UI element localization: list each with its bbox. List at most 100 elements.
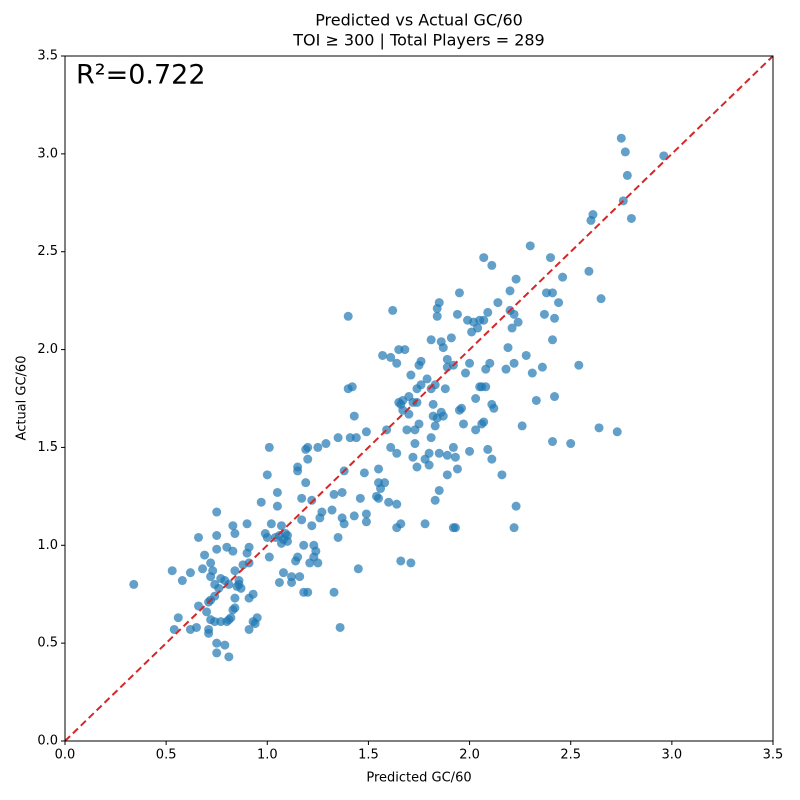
point <box>461 368 471 378</box>
point <box>416 356 426 366</box>
x-tick-label: 2.5 <box>560 748 581 763</box>
point <box>548 288 558 298</box>
point <box>392 448 402 458</box>
point <box>335 622 345 632</box>
point <box>307 521 317 531</box>
point <box>224 652 234 662</box>
point <box>248 589 258 599</box>
point <box>489 403 499 413</box>
point <box>440 384 450 394</box>
y-tick-label: 1.0 <box>37 538 58 553</box>
point <box>224 579 234 589</box>
point <box>414 419 424 429</box>
point <box>550 313 560 323</box>
point <box>359 468 369 478</box>
point <box>361 509 371 519</box>
point <box>422 374 432 384</box>
y-tick-label: 0.5 <box>37 636 58 651</box>
point <box>191 622 201 632</box>
point <box>505 286 515 296</box>
point <box>374 493 384 503</box>
x-tick-label: 3.5 <box>763 748 784 763</box>
point <box>374 464 384 474</box>
point <box>287 572 297 582</box>
point <box>392 358 402 368</box>
point <box>392 499 402 509</box>
point <box>177 576 187 586</box>
point <box>384 497 394 507</box>
point <box>212 638 222 648</box>
point <box>244 624 254 634</box>
point <box>626 213 636 223</box>
point <box>513 317 523 327</box>
point <box>517 421 527 431</box>
point <box>396 556 406 566</box>
point <box>554 298 564 308</box>
chart-subtitle: TOI ≥ 300 | Total Players = 289 <box>292 31 544 50</box>
point <box>509 358 519 368</box>
point <box>303 587 313 597</box>
point <box>230 593 240 603</box>
point <box>343 311 353 321</box>
point <box>329 489 339 499</box>
point <box>361 517 371 527</box>
point <box>185 568 195 578</box>
point <box>531 395 541 405</box>
point <box>434 485 444 495</box>
point <box>252 613 262 623</box>
point <box>430 380 440 390</box>
point <box>264 442 274 452</box>
point <box>404 409 414 419</box>
identity-line <box>64 55 774 742</box>
point <box>355 493 365 503</box>
point <box>378 350 388 360</box>
point <box>202 607 212 617</box>
point <box>479 315 489 325</box>
point <box>483 444 493 454</box>
point <box>539 309 549 319</box>
point <box>388 305 398 315</box>
point <box>424 460 434 470</box>
plot-frame <box>64 55 774 742</box>
point <box>272 487 282 497</box>
point <box>450 452 460 462</box>
point <box>339 519 349 529</box>
point <box>406 370 416 380</box>
point <box>548 437 558 447</box>
point <box>293 462 303 472</box>
point <box>471 425 481 435</box>
point <box>236 583 246 593</box>
point <box>262 470 272 480</box>
y-tick-label: 0.0 <box>37 734 58 749</box>
point <box>430 495 440 505</box>
point <box>333 433 343 443</box>
point <box>242 519 252 529</box>
y-axis-label: Actual GC/60 <box>15 356 30 441</box>
x-tick-label: 1.5 <box>358 748 379 763</box>
point <box>262 532 272 542</box>
point <box>329 587 339 597</box>
point <box>198 564 208 574</box>
point <box>434 448 444 458</box>
point <box>313 558 323 568</box>
point <box>509 523 519 533</box>
point <box>244 542 254 552</box>
point <box>558 272 568 282</box>
point <box>303 442 313 452</box>
point <box>473 323 483 333</box>
point <box>169 624 179 634</box>
point <box>274 577 284 587</box>
point <box>297 493 307 503</box>
point <box>612 427 622 437</box>
point <box>386 442 396 452</box>
point <box>167 566 177 576</box>
point <box>337 487 347 497</box>
point <box>574 360 584 370</box>
point <box>588 210 598 220</box>
point <box>266 519 276 529</box>
point <box>527 368 537 378</box>
x-tick-label: 0.0 <box>55 748 76 763</box>
point <box>442 450 452 460</box>
point <box>264 552 274 562</box>
x-tick-label: 2.0 <box>459 748 480 763</box>
